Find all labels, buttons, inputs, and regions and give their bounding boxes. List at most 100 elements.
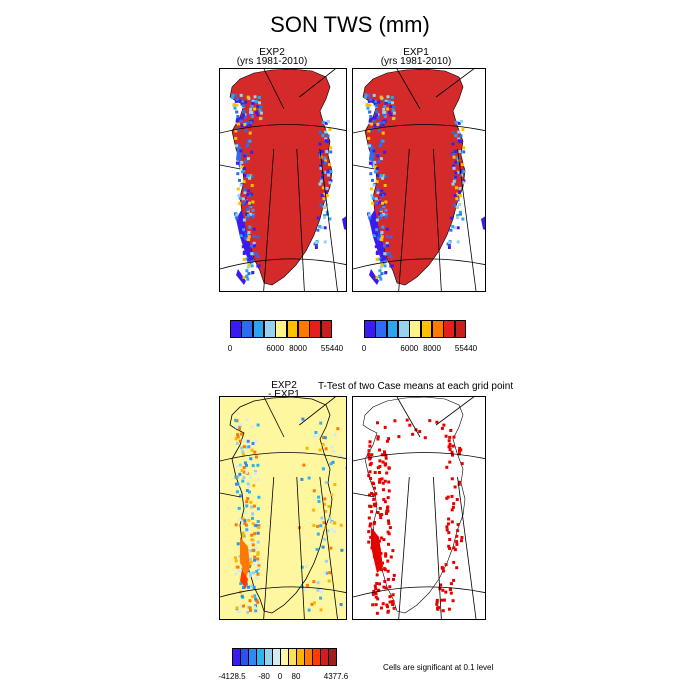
grid-cell [453, 485, 457, 489]
grid-cell [327, 579, 331, 583]
grid-cell [383, 99, 387, 102]
grid-cell [376, 466, 380, 470]
colorbar-tick-label: 0 [361, 344, 367, 353]
grid-cell [387, 519, 390, 523]
grid-cell [418, 430, 422, 433]
grid-cell [316, 532, 320, 536]
grid-cell [375, 582, 379, 585]
colorbar-box [420, 320, 433, 338]
grid-cell [387, 466, 391, 470]
grid-cell [387, 532, 391, 536]
grid-cell [440, 598, 444, 602]
grid-cell [331, 460, 335, 464]
grid-cell [375, 252, 379, 255]
grid-cell [386, 439, 389, 443]
grid-cell [248, 599, 252, 603]
grid-cell [371, 196, 375, 200]
grid-cell [253, 107, 257, 111]
colorbar-box [386, 320, 399, 338]
grid-cell [384, 456, 388, 460]
grid-cell [368, 119, 372, 123]
grid-cell [391, 549, 395, 553]
grid-cell [321, 443, 325, 446]
grid-cell [381, 602, 385, 606]
grid-cell [385, 235, 389, 239]
colorbar-box [409, 320, 422, 338]
grid-cell [321, 134, 325, 138]
diff-subtitle: - EXP1 [268, 389, 300, 400]
grid-cell [460, 169, 464, 173]
grid-cell [238, 427, 241, 431]
grid-cell [428, 419, 432, 423]
grid-cell [248, 139, 252, 143]
colorbar-box [328, 648, 337, 666]
grid-cell [376, 597, 380, 601]
grid-cell [446, 495, 450, 499]
grid-cell [247, 445, 251, 449]
grid-cell [387, 521, 391, 525]
grid-cell [452, 203, 456, 207]
grid-cell [319, 608, 323, 612]
grid-cell [455, 498, 459, 501]
grid-cell [367, 455, 371, 458]
grid-cell [333, 483, 337, 486]
grid-cell [254, 439, 258, 443]
grid-cell [238, 518, 242, 522]
grid-cell [379, 277, 383, 281]
grid-cell [237, 122, 240, 126]
grid-cell [405, 418, 409, 422]
grid-cell [373, 234, 377, 238]
grid-cell [435, 600, 439, 604]
grid-cell [389, 555, 393, 559]
grid-cell [456, 240, 460, 244]
grid-cell [258, 108, 262, 112]
grid-cell [250, 541, 254, 545]
grid-cell [371, 592, 375, 596]
grid-cell [245, 144, 249, 148]
grid-cell [378, 144, 382, 148]
grid-cell [382, 174, 386, 178]
grid-cell [373, 584, 377, 588]
grid-cell [256, 255, 260, 259]
grid-cell [368, 524, 372, 528]
grid-cell [444, 590, 448, 594]
grid-cell [451, 505, 455, 509]
grid-cell [231, 93, 235, 97]
grid-cell [367, 516, 371, 520]
grid-cell [458, 150, 462, 154]
grid-cell [322, 170, 326, 174]
grid-cell [245, 470, 249, 474]
grid-cell [235, 121, 239, 125]
map-exp1 [353, 69, 485, 291]
map-panel-exp1 [352, 68, 486, 292]
grid-cell [240, 165, 244, 169]
grid-cell [448, 587, 452, 591]
grid-cell [458, 194, 462, 197]
grid-cell [242, 180, 246, 184]
grid-cell [373, 504, 377, 508]
colorbar-box [309, 320, 322, 338]
grid-cell [378, 471, 381, 474]
grid-cell [329, 170, 333, 173]
grid-cell [242, 586, 245, 589]
grid-cell [384, 99, 388, 103]
grid-cell [317, 433, 321, 437]
grid-cell [240, 432, 244, 436]
grid-cell [247, 272, 251, 276]
grid-cell [247, 214, 250, 217]
grid-cell [240, 594, 244, 598]
grid-cell [319, 179, 323, 183]
grid-cell [239, 119, 243, 123]
grid-cell [379, 95, 383, 99]
grid-cell [329, 546, 333, 550]
grid-cell [241, 450, 245, 454]
grid-cell [257, 478, 260, 481]
grid-cell [251, 208, 255, 212]
grid-cell [317, 495, 321, 499]
grid-cell [249, 608, 252, 612]
grid-cell [232, 103, 236, 107]
grid-cell [254, 472, 258, 475]
grid-cell [367, 452, 371, 456]
grid-cell [386, 509, 390, 513]
grid-cell [249, 244, 253, 248]
